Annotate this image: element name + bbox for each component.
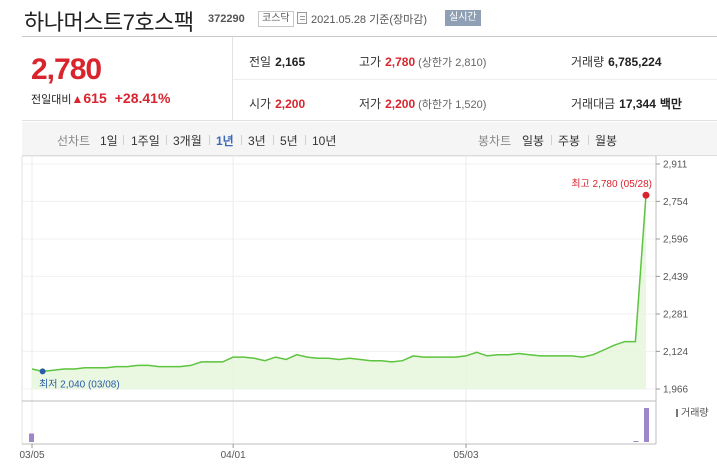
change-amount: 615 [83,90,107,106]
stat-amount: 거래대금 17,344 백만 [571,95,682,112]
candle-monthly[interactable]: 월봉 [595,134,618,148]
stat-open: 시가 2,200 [249,95,305,112]
stat-value: 2,780 [385,55,416,69]
volume-bar [633,441,639,442]
period-1d[interactable]: 1일 [100,134,118,148]
volume-label: 거래량 [681,407,709,419]
realtime-button[interactable]: 실시간 [445,10,481,26]
period-10y[interactable]: 10년 [312,134,337,148]
y-tick-label: 2,911 [663,160,688,171]
stat-value: 2,165 [275,55,306,69]
stat-low: 저가 2,200 (하한가 1,520) [359,95,486,112]
stat-label: 고가 [359,55,382,69]
volume-bar [29,433,34,442]
change-label: 전일대비 [31,94,72,106]
summary-divider [232,37,233,121]
stat-label: 시가 [249,97,272,111]
stat-value: 2,200 [385,97,416,111]
low-marker [39,368,46,375]
x-tick-label: 04/01 [221,450,246,461]
up-arrow-icon: ▲ [71,92,84,106]
period-1w[interactable]: 1주일 [131,134,160,148]
price-summary: 2,780 전일대비▲615 +28.41% 전일 2,165 고가 2,780 (상한… [22,36,717,121]
market-badge: 코스닥 [258,11,294,27]
upper-limit: (상한가 2,810) [418,57,487,69]
lower-limit: (하한가 1,520) [418,99,487,111]
volume-legend-icon [676,409,678,417]
period-3m[interactable]: 3개월 [173,134,202,148]
y-tick-label: 2,439 [663,272,688,283]
separator [588,135,589,145]
separator [123,135,124,145]
stat-value: 2,200 [275,97,306,111]
document-icon [297,12,307,24]
stock-name: 하나머스트7호스팩 [24,10,194,35]
stock-code: 372290 [208,13,245,25]
separator [209,135,210,145]
period-3y[interactable]: 3년 [248,134,266,148]
y-tick-label: 2,281 [663,310,688,321]
period-1y[interactable]: 1년 [216,134,234,148]
price-area [32,195,646,389]
y-tick-label: 2,124 [663,347,688,358]
stat-high: 고가 2,780 (상한가 2,810) [359,53,486,70]
stat-label: 거래량 [571,55,605,69]
stat-label: 거래대금 [571,97,616,111]
chart-toolbar: 선차트 1일 1주일 3개월 1년 3년 5년 10년 봉차트 일봉 주봉 월봉 [22,122,717,156]
high-marker [642,191,650,199]
stat-value: 17,344 [619,97,656,111]
line-chart-label: 선차트 [57,134,91,148]
y-tick-label: 1,966 [663,385,688,396]
x-tick-label: 05/03 [454,450,479,461]
change-row: 전일대비▲615 +28.41% [31,90,170,107]
volume-bar [644,408,649,442]
y-axis: 1,966 2,124 2,281 2,439 2,596 2,754 2,911 [656,160,688,396]
volume-chart: 거래량 [29,407,709,442]
candle-daily[interactable]: 일봉 [522,134,545,148]
price-chart[interactable]: 최고 2,780 (05/28) 최저 2,040 (03/08) 1,966 2,… [0,156,717,473]
candle-chart-label: 봉차트 [478,134,512,148]
x-axis: 03/05 04/01 05/03 [19,444,479,461]
stock-header: 하나머스트7호스팩 372290 코스닥 2021.05.28 기준(장마감) … [0,0,717,36]
y-tick-label: 2,754 [663,197,688,208]
separator [305,135,306,145]
stat-label: 전일 [249,55,272,69]
stat-value: 6,785,224 [608,55,662,69]
chart-markers: 최고 2,780 (05/28) 최저 2,040 (03/08) [39,178,652,390]
price-line [31,195,647,373]
stat-label: 저가 [359,97,382,111]
stat-unit: 백만 [659,97,682,111]
stat-volume: 거래량 6,785,224 [571,53,662,70]
chart-grid [21,156,657,445]
x-tick-label: 03/05 [19,450,44,461]
high-annotation: 최고 2,780 (05/28) [571,178,652,190]
candle-weekly[interactable]: 주봉 [558,134,581,148]
period-5y[interactable]: 5년 [280,134,298,148]
current-price: 2,780 [31,53,102,86]
separator [166,135,167,145]
y-tick-label: 2,596 [663,235,688,246]
stat-prev-close: 전일 2,165 [249,53,305,70]
separator [241,135,242,145]
low-annotation: 최저 2,040 (03/08) [39,378,120,390]
separator [273,135,274,145]
base-date: 2021.05.28 기준(장마감) [311,14,428,26]
change-rate: +28.41% [114,90,171,106]
row-divider [233,79,717,80]
separator [551,135,552,145]
